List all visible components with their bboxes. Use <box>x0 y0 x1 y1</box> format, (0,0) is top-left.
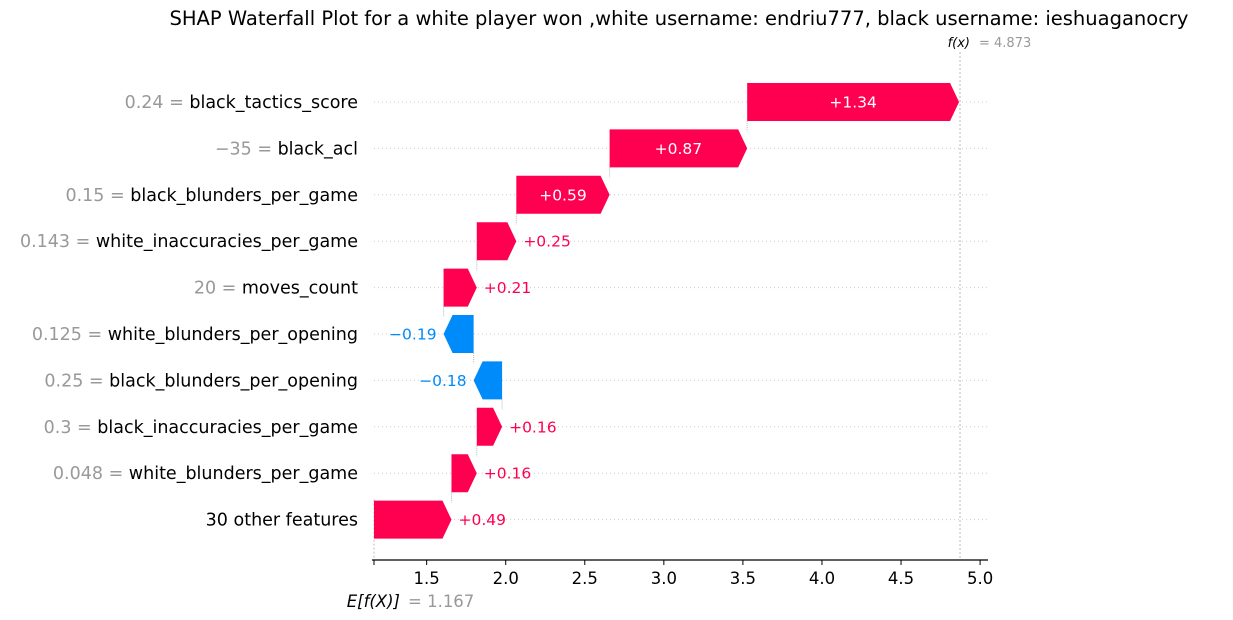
feature-label: 20 = moves_count <box>194 279 358 299</box>
output-value-label: f(x) = 4.873 <box>948 36 1032 51</box>
feature-value: 0.15 = <box>65 186 130 206</box>
feature-bar-positive <box>443 268 477 307</box>
feature-label: 30 other features <box>206 511 358 531</box>
feature-labels: 0.24 = black_tactics_score −35 = black_ac… <box>20 93 358 531</box>
x-tick-label: 4.0 <box>809 569 835 588</box>
bar-value-label: +1.34 <box>829 94 877 112</box>
x-axis: 1.5 2.0 2.5 3.0 3.5 4.0 4.5 5.0 <box>372 559 993 588</box>
bar-value-label: −0.19 <box>389 326 437 344</box>
feature-bar-negative <box>443 315 474 353</box>
feature-value: 0.24 = <box>125 93 190 113</box>
feature-name: black_tactics_score <box>189 93 358 113</box>
feature-label: 0.15 = black_blunders_per_game <box>65 186 358 206</box>
feature-name: white_blunders_per_opening <box>108 325 358 345</box>
feature-value: 0.25 = <box>44 371 109 391</box>
bar-value-label: −0.18 <box>419 372 467 390</box>
reference-lines <box>373 52 961 560</box>
feature-name: 30 other features <box>206 511 358 531</box>
feature-value: −35 = <box>215 139 278 159</box>
feature-label: 0.24 = black_tactics_score <box>125 93 358 113</box>
feature-name: black_blunders_per_opening <box>109 371 358 391</box>
chart-title: SHAP Waterfall Plot for a white player w… <box>170 7 1189 30</box>
x-tick-label: 2.5 <box>572 569 598 588</box>
feature-bars: +1.34 +0.87 +0.59 +0.25 +0.21 −0.19 −0.18 +0.16… <box>374 83 960 539</box>
feature-name: black_acl <box>278 139 358 159</box>
feature-bar-positive <box>516 175 610 214</box>
output-label: f(x) <box>948 36 970 51</box>
feature-name: moves_count <box>242 279 358 299</box>
feature-bar-negative <box>473 361 503 400</box>
feature-bar-positive <box>374 500 452 539</box>
feature-bar-positive <box>476 222 517 261</box>
bar-value-label: +0.21 <box>484 279 532 297</box>
feature-label: −35 = black_acl <box>215 139 358 159</box>
x-tick-label: 4.5 <box>888 569 914 588</box>
x-tick-label: 5.0 <box>967 569 993 588</box>
x-tick-label: 3.5 <box>730 569 756 588</box>
base-label: E[f(X)] <box>347 592 400 611</box>
feature-label: 0.3 = black_inaccuracies_per_game <box>44 418 358 438</box>
feature-value: 20 = <box>194 279 242 299</box>
output-value-text: = 4.873 <box>979 36 1031 51</box>
x-tick-label: 3.0 <box>651 569 677 588</box>
feature-label: 0.25 = black_blunders_per_opening <box>44 371 358 391</box>
bar-value-label: +0.49 <box>458 511 506 529</box>
feature-bar-positive <box>476 407 503 446</box>
feature-label: 0.143 = white_inaccuracies_per_game <box>20 232 358 252</box>
feature-value: 0.125 = <box>32 325 108 345</box>
bar-value-label: +0.16 <box>484 465 532 483</box>
feature-label: 0.125 = white_blunders_per_opening <box>32 325 358 345</box>
x-tick-label: 1.5 <box>414 569 440 588</box>
bar-value-label: +0.87 <box>655 140 703 158</box>
bar-value-label: +0.25 <box>523 233 571 251</box>
feature-name: black_blunders_per_game <box>130 186 358 206</box>
feature-value: 0.048 = <box>53 464 129 484</box>
feature-value: 0.3 = <box>44 418 98 438</box>
feature-value: 0.143 = <box>20 232 96 252</box>
base-value-label: E[f(X)] = 1.167 <box>347 592 475 611</box>
feature-label: 0.048 = white_blunders_per_game <box>53 464 358 484</box>
x-tick-label: 2.0 <box>493 569 519 588</box>
feature-name: black_inaccuracies_per_game <box>97 418 358 438</box>
bar-value-label: +0.59 <box>539 186 587 204</box>
bar-value-label: +0.16 <box>509 418 557 436</box>
feature-name: white_blunders_per_game <box>129 464 358 484</box>
base-value-text: = 1.167 <box>408 592 474 611</box>
feature-bar-positive <box>747 83 960 121</box>
feature-bar-positive <box>451 454 477 493</box>
feature-name: white_inaccuracies_per_game <box>96 232 358 252</box>
feature-bar-positive <box>609 129 748 168</box>
